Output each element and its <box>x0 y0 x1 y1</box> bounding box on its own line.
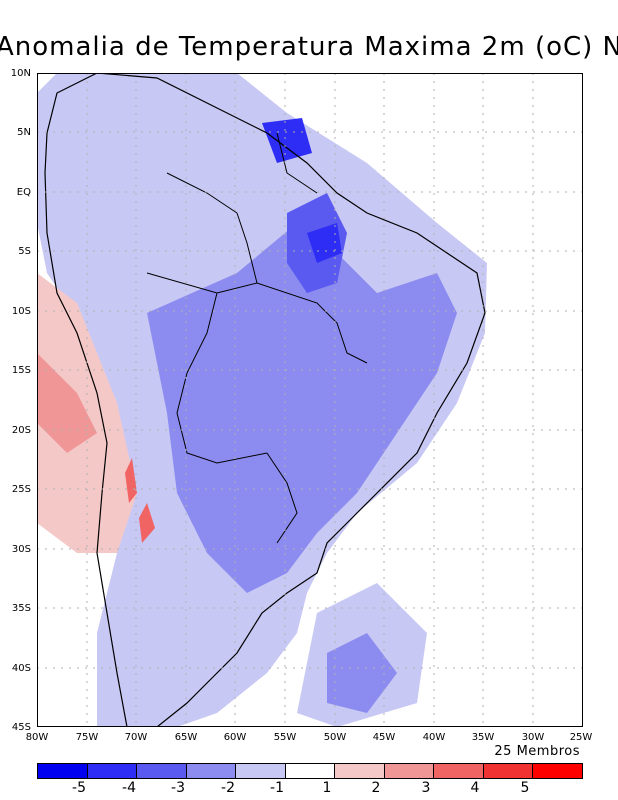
color-legend <box>37 763 583 779</box>
lon-label-35w: 35W <box>471 732 495 743</box>
legend-swatch-1 <box>87 764 138 778</box>
legend-label: 2 <box>371 780 381 796</box>
members-count: 25 Membros <box>494 744 580 759</box>
lat-label-25s: 25S <box>11 484 31 495</box>
lat-label-40s: 40S <box>11 663 31 674</box>
anomaly-field-minus5 <box>262 118 312 163</box>
lon-label-45w: 45W <box>372 732 396 743</box>
lon-label-50w: 50W <box>323 732 347 743</box>
lat-label-35s: 35S <box>11 603 31 614</box>
anomaly-map <box>37 73 583 727</box>
lat-label-5n: 5N <box>17 127 31 138</box>
country-borders <box>146 132 368 544</box>
lon-label-40w: 40W <box>422 732 446 743</box>
anomaly-field-minus2 <box>147 223 457 593</box>
legend-swatch-10 <box>533 764 583 778</box>
legend-swatch-2 <box>137 764 187 778</box>
legend-swatch-7 <box>384 764 435 778</box>
legend-swatch-6 <box>335 764 385 778</box>
lon-label-55w: 55W <box>273 732 297 743</box>
lat-label-5s: 5S <box>18 246 31 257</box>
legend-label: -3 <box>171 780 185 796</box>
lat-label-30s: 30S <box>11 544 31 555</box>
gridlines <box>37 73 583 727</box>
anomaly-field-minus4 <box>307 223 342 263</box>
legend-label: -5 <box>72 780 86 796</box>
lat-label-20s: 20S <box>11 425 31 436</box>
legend-swatch-0 <box>38 764 88 778</box>
legend-label: -2 <box>221 780 235 796</box>
anomaly-field-positive4 <box>139 503 155 543</box>
anomaly-field-positive3 <box>125 458 137 503</box>
lat-label-eq: EQ <box>16 187 31 198</box>
legend-label: -4 <box>122 780 136 796</box>
legend-label: 3 <box>421 780 431 796</box>
lat-label-10s: 10S <box>11 306 31 317</box>
map-title: Anomalia de Temperatura Maxima 2m (oC) N… <box>0 32 618 62</box>
lon-label-70w: 70W <box>124 732 148 743</box>
lon-label-30w: 30W <box>521 732 545 743</box>
lon-label-25w: 25W <box>569 732 593 743</box>
legend-label: 1 <box>322 780 332 796</box>
legend-swatch-4 <box>236 764 286 778</box>
anomaly-field-ocean-minus2 <box>327 633 397 713</box>
legend-swatch-3 <box>186 764 237 778</box>
lon-label-60w: 60W <box>223 732 247 743</box>
lat-label-45s: 45S <box>11 722 31 733</box>
legend-swatch-9 <box>483 764 534 778</box>
lat-label-10n: 10N <box>10 68 31 79</box>
lon-label-65w: 65W <box>174 732 198 743</box>
legend-label: 5 <box>520 780 530 796</box>
continent-coastline <box>44 73 486 727</box>
map-area <box>37 73 583 727</box>
legend-label: -1 <box>270 780 284 796</box>
legend-swatch-8 <box>434 764 484 778</box>
anomaly-field-positive2 <box>37 353 97 453</box>
lon-label-75w: 75W <box>75 732 99 743</box>
lat-label-15s: 15S <box>11 365 31 376</box>
legend-swatch-5 <box>285 764 336 778</box>
legend-label: 4 <box>470 780 480 796</box>
lon-label-80w: 80W <box>25 732 49 743</box>
